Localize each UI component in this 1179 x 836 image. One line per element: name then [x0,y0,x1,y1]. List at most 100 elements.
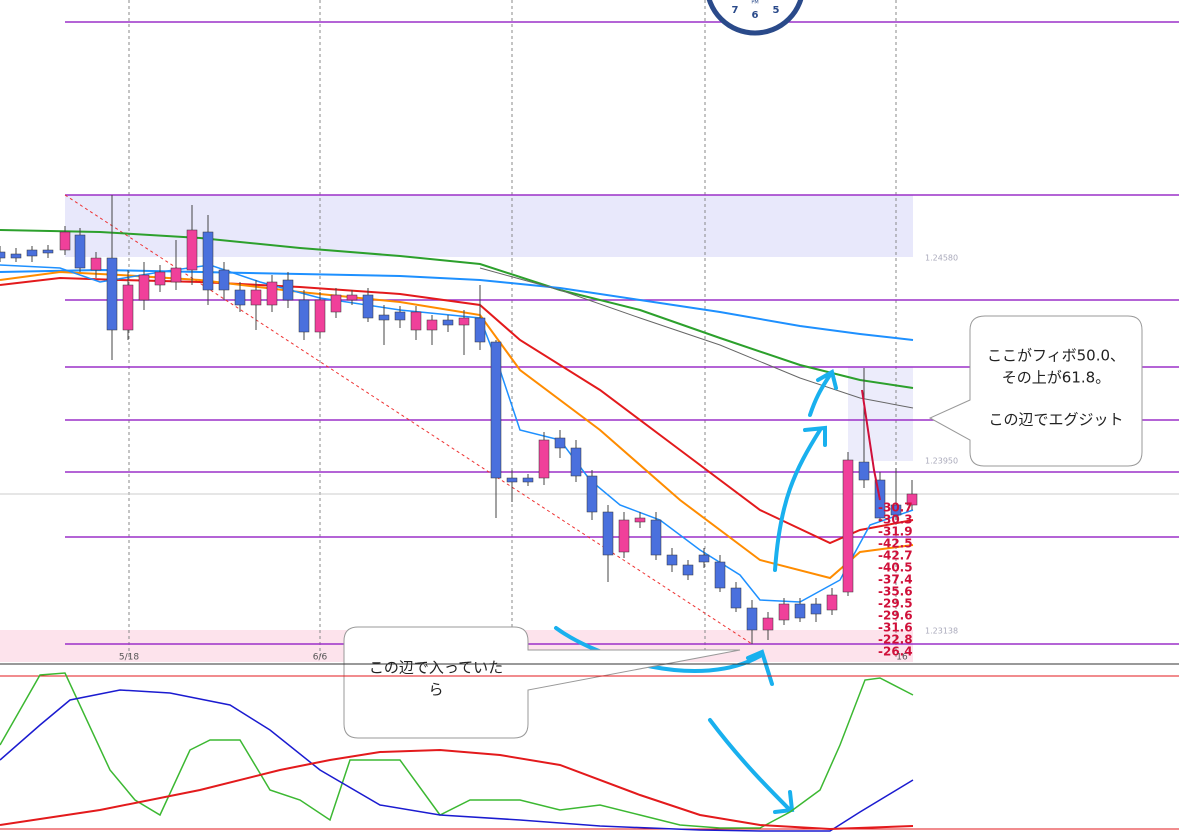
callout-text: ら [428,681,443,699]
candle-body [0,251,6,259]
candle-body [746,607,758,631]
fib-label: -26.4 [878,645,913,659]
callout-text: ここがフィボ50.0、 [987,347,1125,365]
fib-labels: -30.7-30.3-31.9-42.5-42.7-40.5-37.4-35.6… [878,501,913,659]
callout-text: この辺でエグジット [988,411,1123,429]
exit-markers [861,389,881,501]
fib-label: -37.4 [878,573,913,587]
x-label: 5/18 [119,653,139,663]
candles [0,195,918,644]
clock-label: PM [751,0,758,6]
candle-body [458,317,470,326]
candle-body [378,314,390,321]
fib-label: -30.7 [878,501,913,515]
clock-number: 5 [773,5,780,16]
fib-label: -31.9 [878,525,913,539]
fib-label: -22.8 [878,633,913,647]
x-label: 6/6 [313,653,328,663]
candle-body [26,249,38,257]
candle-body [890,504,902,516]
fib-label: -31.6 [878,621,913,635]
candle-body [698,554,710,563]
candle-body [810,603,822,615]
fib-label: -29.6 [878,609,913,623]
candle-body [842,459,854,593]
fib-trend [64,194,753,645]
candle-body [442,319,454,326]
candle-body [906,493,918,506]
clock [706,0,804,36]
exit-callout [928,315,1143,467]
candle-body [634,517,646,523]
clock-number: 6 [752,10,759,21]
candle-body [170,267,182,283]
candle-body [250,289,262,306]
candle-body [602,511,614,556]
candle-body [74,234,86,269]
candle-body [714,561,726,589]
fib-label: -30.3 [878,513,913,527]
osc-green [0,672,914,829]
ma-red [0,276,914,545]
candle-body [490,341,502,479]
fib-label: -42.7 [878,549,913,563]
candle-body [650,519,662,556]
candle-body [554,437,566,449]
candle-body [538,439,550,479]
candle-body [59,231,71,251]
candle-body [106,257,118,331]
ma-blue [0,268,914,341]
candle-body [794,603,806,619]
fib-label: -40.5 [878,561,913,575]
candle-body [122,284,134,331]
candle-body [330,294,342,313]
candle-body [346,294,358,301]
osc-red [0,748,914,831]
price-label: 1.23138 [925,627,958,636]
candle-body [570,447,582,477]
clock-number: 7 [732,5,739,16]
candle-body [282,279,294,301]
fib-label: -42.5 [878,537,913,551]
ma-green [0,229,914,389]
candle-body [10,253,22,259]
candle-body [394,311,406,321]
candle-body [474,317,486,343]
candle-body [90,257,102,271]
ma-fast [0,264,914,603]
candle-body [154,271,166,286]
callout-text: この辺で入っていた [369,659,503,677]
candle-body [826,594,838,611]
fib-label: -29.5 [878,597,913,611]
candle-body [858,461,870,481]
candle-body [778,603,790,621]
price-label: 1.24580 [925,254,958,263]
candle-body [138,274,150,301]
candle-body [618,519,630,553]
candle-body [314,299,326,333]
entry-callout [343,626,741,739]
candle-body [202,231,214,291]
candle-body [666,554,678,566]
candle-body [298,299,310,333]
candle-body [234,289,246,306]
candle-body [186,229,198,271]
osc-blue [0,689,914,832]
fib-label: -35.6 [878,585,913,599]
candle-body [426,319,438,331]
candle-body [266,281,278,306]
candle-body [522,477,534,483]
candle-body [362,294,374,319]
candle-body [682,564,694,576]
price-label: 1.23950 [925,457,958,466]
candle-body [730,587,742,609]
candle-body [762,617,774,631]
candle-body [42,249,54,254]
candle-body [586,475,598,513]
candle-body [218,269,230,291]
x-label: 16 [896,653,908,663]
ma-gray [479,267,914,409]
callout-text: その上が61.8。 [1002,369,1110,387]
candle-body [410,311,422,331]
